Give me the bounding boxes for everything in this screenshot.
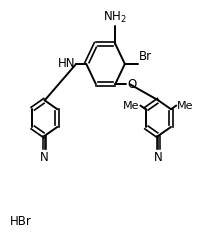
Text: N: N — [153, 151, 162, 164]
Text: Br: Br — [138, 50, 151, 63]
Text: O: O — [126, 78, 136, 91]
Text: HN: HN — [58, 58, 75, 70]
Text: Me: Me — [123, 101, 139, 110]
Text: Me: Me — [176, 101, 193, 110]
Text: NH$_2$: NH$_2$ — [103, 10, 126, 25]
Text: N: N — [40, 151, 49, 164]
Text: HBr: HBr — [10, 215, 32, 228]
